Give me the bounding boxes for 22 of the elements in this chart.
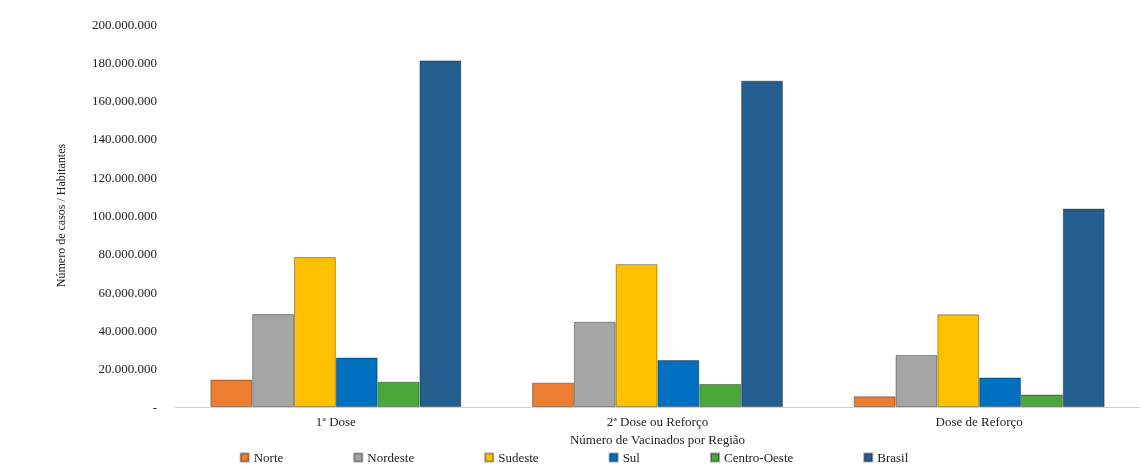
y-tick-label: 20.000.000 <box>98 361 157 377</box>
y-tick-label: 140.000.000 <box>92 131 157 147</box>
y-tick-label: 160.000.000 <box>92 93 157 109</box>
legend-label: Sul <box>622 450 641 465</box>
x-tick-label: 1ª Dose <box>315 414 357 429</box>
legend-label: Norte <box>253 450 284 465</box>
x-tick-label: 2ª Dose ou Reforço <box>606 414 709 429</box>
x-tick-label: Dose de Reforço <box>935 414 1023 429</box>
legend-label: Nordeste <box>367 450 415 465</box>
y-tick-label: 80.000.000 <box>98 246 157 262</box>
y-tick-label: 100.000.000 <box>92 208 157 223</box>
y-tick-label: 180.000.000 <box>92 54 157 70</box>
legend-label: Sudeste <box>498 450 539 465</box>
y-tick-label: 120.000.000 <box>92 169 157 185</box>
y-tick-label: 200.000.000 <box>92 16 157 32</box>
x-axis-title: Número de Vacinados por Região <box>569 431 746 447</box>
y-axis-title: Número de casos / Habitantes <box>54 143 68 288</box>
legend-label: Centro-Oeste <box>723 450 794 465</box>
legend-label: Brasil <box>877 450 909 465</box>
y-tick-label: - <box>152 399 157 415</box>
y-tick-label: 60.000.000 <box>98 284 157 300</box>
y-tick-label: 40.000.000 <box>98 322 157 338</box>
